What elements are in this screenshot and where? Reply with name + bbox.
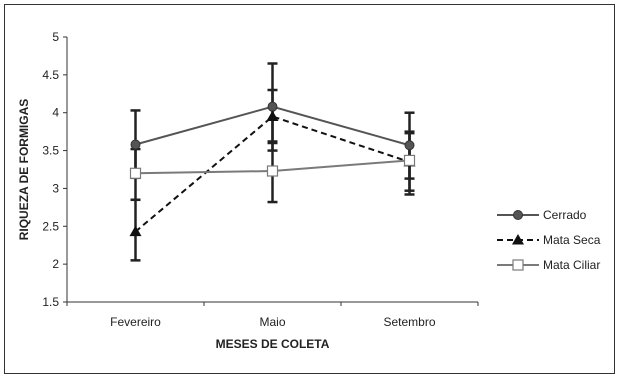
square-marker — [266, 165, 279, 177]
y-axis-title: RIQUEZA DE FORMIGAS — [17, 99, 31, 241]
circle-marker — [267, 101, 278, 112]
x-tick-label: Fevereiro — [110, 315, 161, 329]
y-tick-label: 3 — [52, 181, 59, 195]
series-markers — [129, 101, 416, 237]
y-tick-label: 1.5 — [42, 295, 59, 309]
legend-item: Cerrado — [497, 208, 587, 222]
y-tick-label: 5 — [52, 30, 59, 44]
legend: Cerrado Mata Seca Mata Ciliar — [497, 208, 601, 272]
circle-marker — [513, 210, 523, 220]
square-marker — [403, 154, 416, 167]
x-ticks: Fevereiro Maio Setembro — [66, 302, 479, 329]
triangle-marker — [266, 110, 279, 121]
axes — [66, 37, 478, 303]
y-tick-label: 4 — [52, 106, 59, 120]
chart-frame — [4, 4, 615, 374]
circle-marker — [404, 140, 415, 151]
x-axis-title: MESES DE COLETA — [216, 337, 330, 351]
legend-label: Cerrado — [543, 208, 587, 222]
y-tick-label: 4.5 — [42, 68, 59, 82]
error-bars — [130, 62, 415, 262]
x-tick-label: Setembro — [383, 315, 435, 329]
square-marker — [512, 259, 524, 271]
series-line-mata-seca — [134, 115, 410, 233]
legend-item: Mata Seca — [497, 233, 601, 247]
legend-label: Mata Seca — [543, 233, 601, 247]
y-tick-label: 2 — [52, 257, 59, 271]
y-tick-label: 2.5 — [42, 219, 59, 233]
triangle-marker — [129, 225, 142, 237]
legend-label: Mata Ciliar — [543, 258, 600, 272]
x-tick-label: Maio — [259, 315, 285, 329]
triangle-marker — [512, 234, 524, 245]
y-tick-label: 3.5 — [42, 144, 59, 158]
square-marker — [129, 167, 142, 179]
y-ticks: 1.5 2 2.5 3 3.5 4 4.5 5 — [42, 30, 67, 309]
legend-item: Mata Ciliar — [497, 258, 600, 272]
circle-marker — [130, 139, 141, 150]
